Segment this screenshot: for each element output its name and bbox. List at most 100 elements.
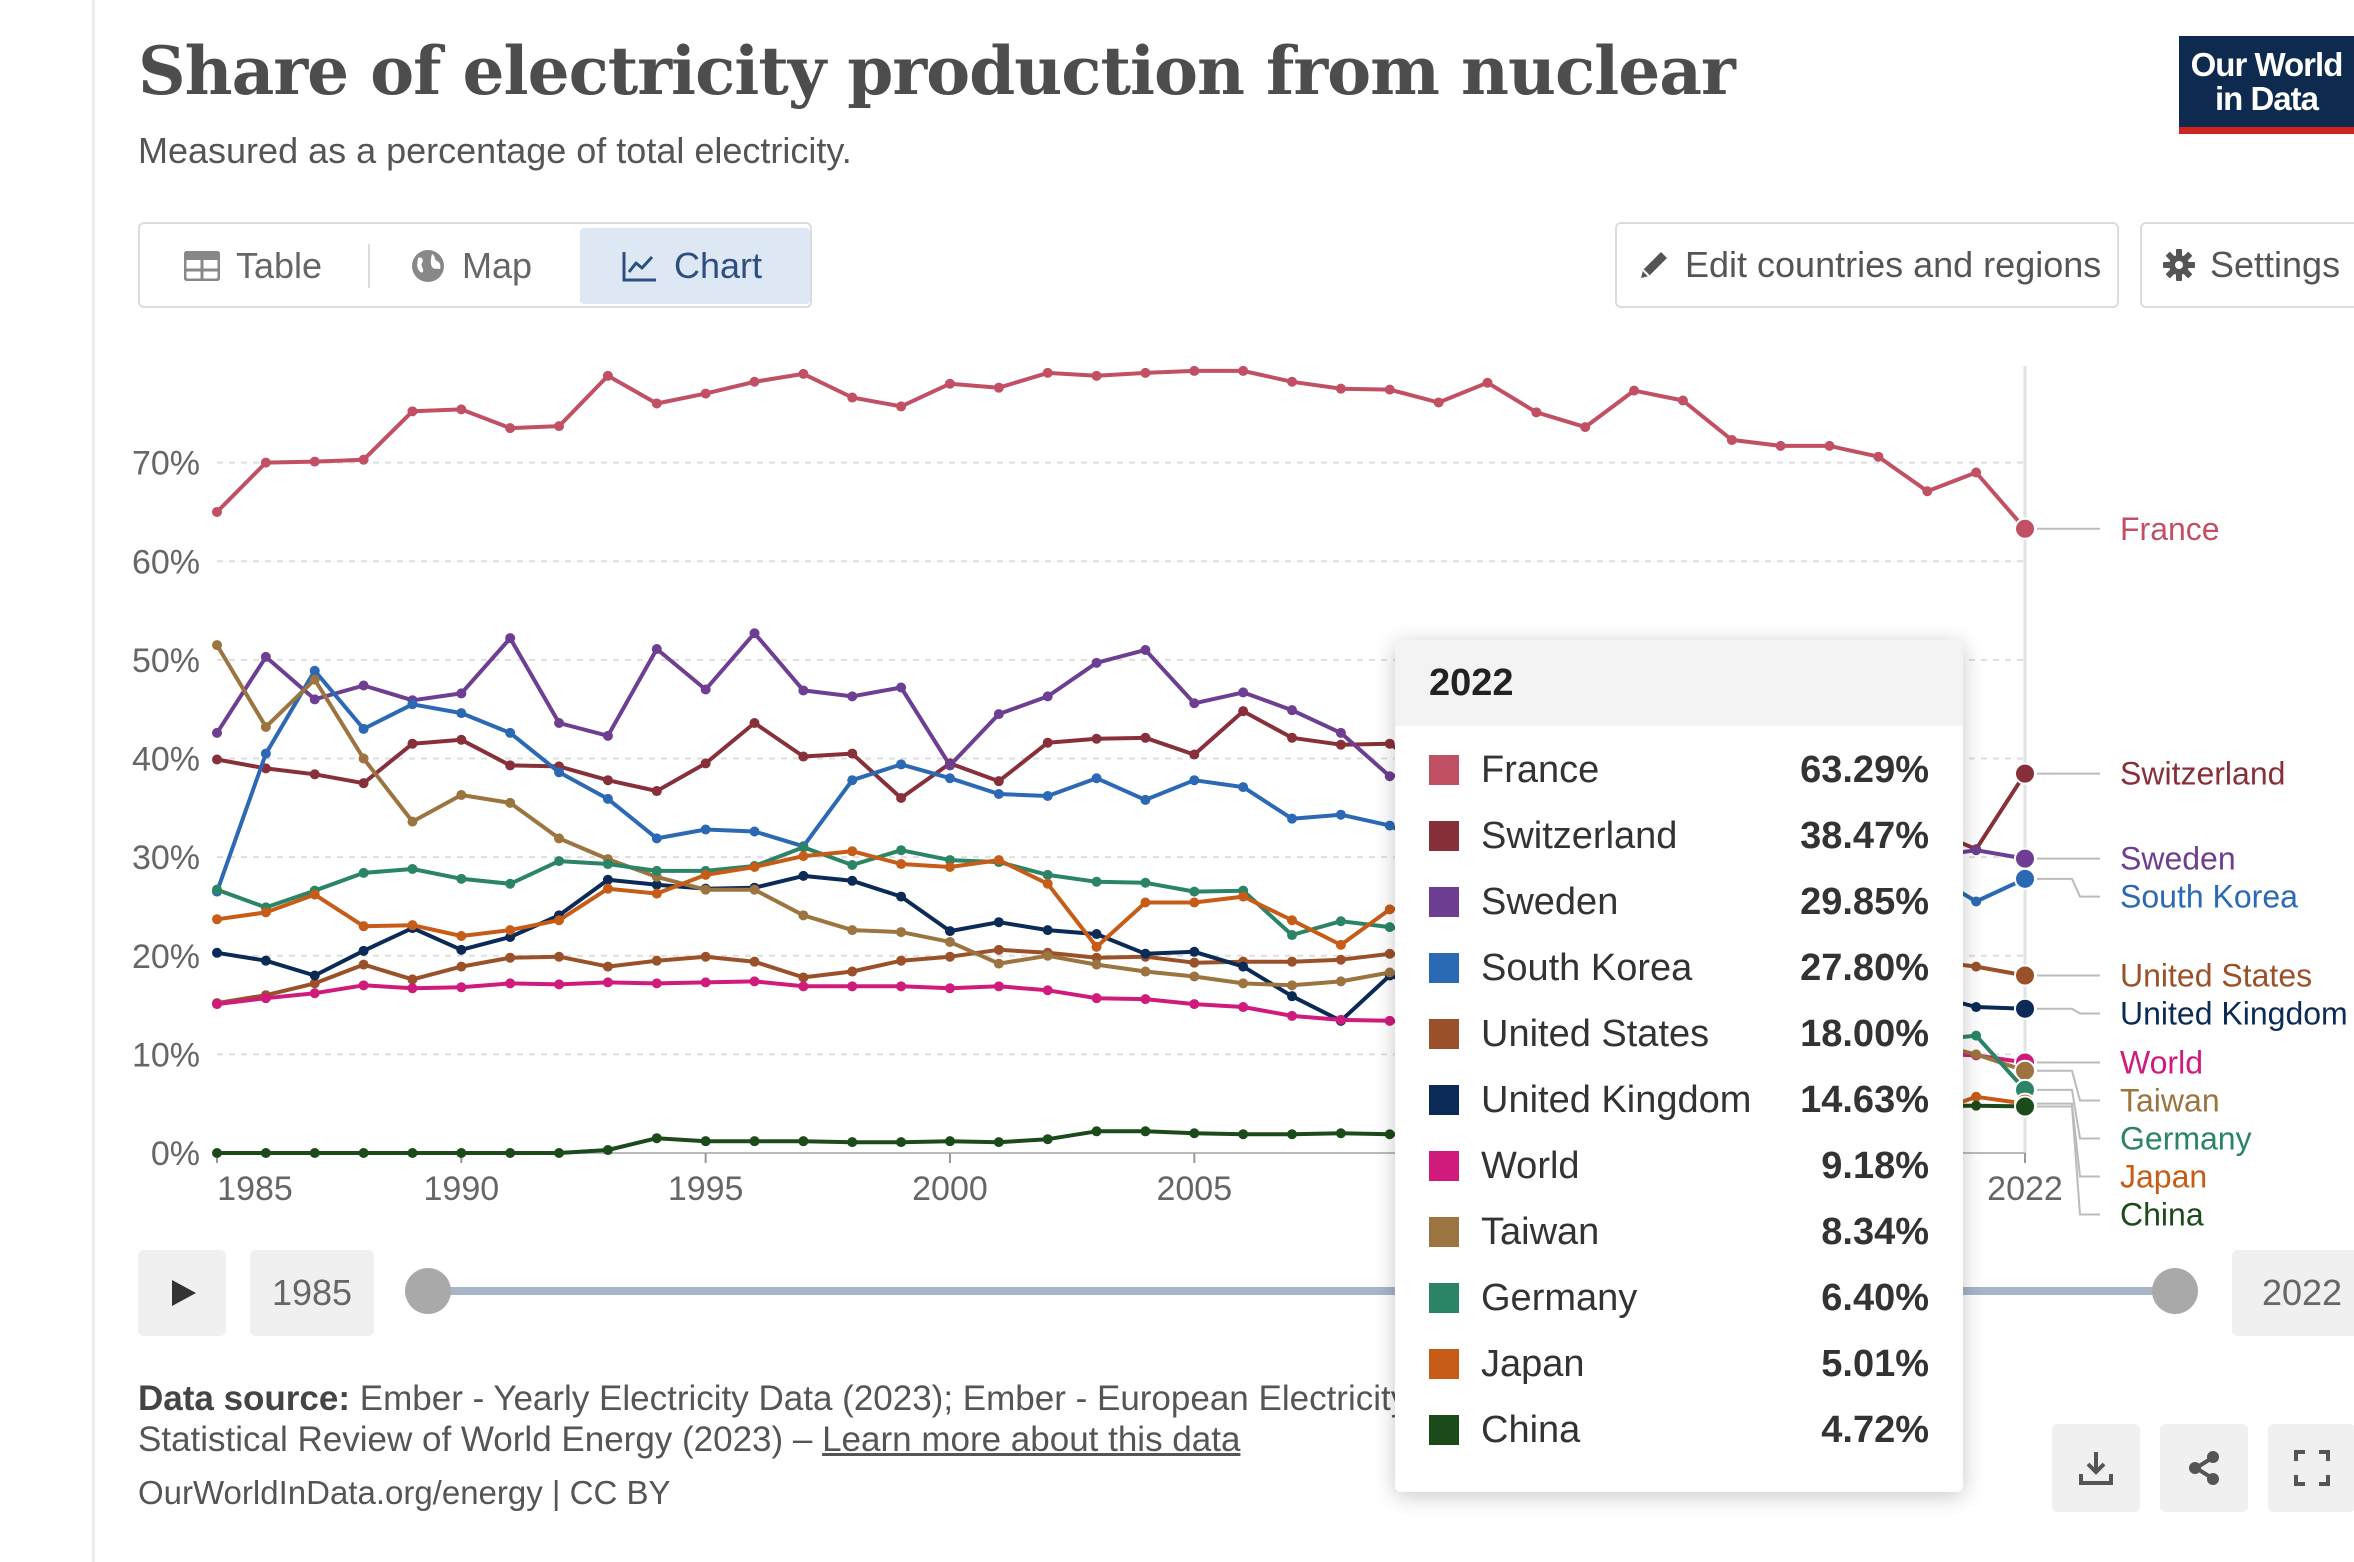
data-point bbox=[456, 789, 467, 800]
tooltip-row: South Korea 27.80% bbox=[1429, 938, 1929, 998]
data-point bbox=[798, 368, 809, 379]
data-point bbox=[1971, 961, 1982, 972]
data-point bbox=[602, 775, 613, 786]
tab-map-label: Map bbox=[462, 245, 533, 286]
timeline-end-year[interactable]: 2022 bbox=[2232, 1250, 2354, 1336]
data-point bbox=[505, 727, 516, 738]
tooltip-swatch bbox=[1429, 953, 1459, 983]
data-point bbox=[944, 861, 955, 872]
data-point bbox=[309, 456, 320, 467]
data-point bbox=[1091, 876, 1102, 887]
data-point bbox=[1042, 790, 1053, 801]
y-tick-label: 50% bbox=[132, 642, 200, 680]
tooltip-row: World 9.18% bbox=[1429, 1136, 1929, 1196]
data-point bbox=[602, 961, 613, 972]
timeline-end-handle[interactable] bbox=[2152, 1268, 2198, 1314]
data-point bbox=[602, 370, 613, 381]
data-point bbox=[1140, 645, 1151, 656]
data-point bbox=[896, 792, 907, 803]
data-point bbox=[1335, 727, 1346, 738]
line-label-south-korea: South Korea bbox=[2120, 879, 2298, 915]
data-point bbox=[944, 855, 955, 866]
data-point bbox=[1189, 957, 1200, 968]
data-point bbox=[407, 406, 418, 417]
data-point bbox=[358, 980, 369, 991]
data-point bbox=[944, 760, 955, 771]
x-tick-label: 2000 bbox=[912, 1170, 988, 1208]
tooltip-country: United States bbox=[1481, 1012, 1710, 1055]
data-point bbox=[212, 947, 222, 958]
data-point bbox=[505, 952, 516, 963]
data-point bbox=[505, 1148, 516, 1158]
data-point bbox=[602, 883, 613, 894]
data-point bbox=[1384, 1129, 1395, 1140]
data-point bbox=[651, 833, 662, 844]
tooltip-value: 14.63% bbox=[1800, 1078, 1929, 1121]
data-point bbox=[554, 856, 565, 867]
x-tick-label: 1985 bbox=[217, 1170, 293, 1208]
download-button[interactable] bbox=[2052, 1424, 2140, 1512]
tooltip-country: South Korea bbox=[1481, 946, 1693, 989]
data-point bbox=[260, 955, 271, 966]
data-point bbox=[456, 931, 467, 942]
download-icon bbox=[2079, 1452, 2113, 1485]
settings-button[interactable]: Settings bbox=[2140, 222, 2354, 308]
owid-logo[interactable]: Our World in Data bbox=[2179, 36, 2354, 134]
line-label-switzerland: Switzerland bbox=[2120, 756, 2285, 792]
line-label-china: China bbox=[2120, 1196, 2204, 1232]
timeline-start-year[interactable]: 1985 bbox=[250, 1250, 374, 1336]
learn-more-link[interactable]: Learn more about this data bbox=[822, 1420, 1241, 1459]
data-point bbox=[1140, 367, 1151, 378]
data-point bbox=[1824, 440, 1835, 451]
y-tick-label: 0% bbox=[151, 1135, 200, 1173]
label-connector bbox=[2037, 1105, 2100, 1216]
edit-countries-button[interactable]: Edit countries and regions bbox=[1615, 222, 2119, 308]
data-point bbox=[700, 977, 711, 988]
data-point bbox=[798, 972, 809, 983]
tooltip-row: Germany 6.40% bbox=[1429, 1268, 1929, 1328]
data-point bbox=[554, 421, 565, 432]
data-point bbox=[1971, 1002, 1982, 1013]
edit-countries-label: Edit countries and regions bbox=[1685, 244, 2102, 285]
data-point bbox=[1482, 377, 1493, 388]
fullscreen-button[interactable] bbox=[2268, 1424, 2354, 1512]
tooltip-country: Japan bbox=[1481, 1342, 1585, 1385]
data-point bbox=[1287, 1010, 1298, 1021]
data-point bbox=[554, 951, 565, 962]
share-button[interactable] bbox=[2160, 1424, 2248, 1512]
tooltip-year: 2022 bbox=[1395, 640, 1963, 726]
tab-chart[interactable]: Chart bbox=[580, 228, 810, 304]
data-point bbox=[1238, 891, 1249, 902]
data-point bbox=[1189, 749, 1200, 760]
data-point bbox=[1042, 737, 1053, 748]
data-point bbox=[2014, 847, 2036, 870]
data-point bbox=[602, 793, 613, 804]
line-label-united-kingdom: United Kingdom bbox=[2120, 995, 2348, 1031]
tooltip-swatch bbox=[1429, 821, 1459, 851]
share-icon bbox=[2189, 1451, 2219, 1485]
data-point bbox=[798, 685, 809, 696]
x-tick-label: 1990 bbox=[424, 1170, 500, 1208]
tooltip-swatch bbox=[1429, 755, 1459, 785]
data-point bbox=[212, 727, 222, 738]
play-button[interactable] bbox=[138, 1250, 226, 1336]
data-point bbox=[505, 760, 516, 771]
timeline-start-handle[interactable] bbox=[405, 1268, 451, 1314]
tab-map[interactable]: Map bbox=[410, 230, 532, 302]
data-point bbox=[749, 861, 760, 872]
data-point bbox=[993, 709, 1004, 720]
timeline-track[interactable] bbox=[428, 1287, 2178, 1295]
data-point bbox=[358, 753, 369, 764]
data-point bbox=[1971, 1030, 1982, 1041]
tab-table[interactable]: Table bbox=[184, 230, 322, 302]
data-point bbox=[1238, 706, 1249, 717]
data-point bbox=[1189, 971, 1200, 982]
data-point bbox=[847, 1137, 858, 1148]
globe-icon bbox=[412, 250, 444, 282]
data-point bbox=[896, 1137, 907, 1148]
tooltip-value: 63.29% bbox=[1800, 748, 1929, 791]
x-tick-label: 2022 bbox=[1987, 1170, 2063, 1208]
data-point bbox=[1384, 904, 1395, 915]
data-point bbox=[896, 759, 907, 770]
data-point bbox=[798, 842, 809, 853]
